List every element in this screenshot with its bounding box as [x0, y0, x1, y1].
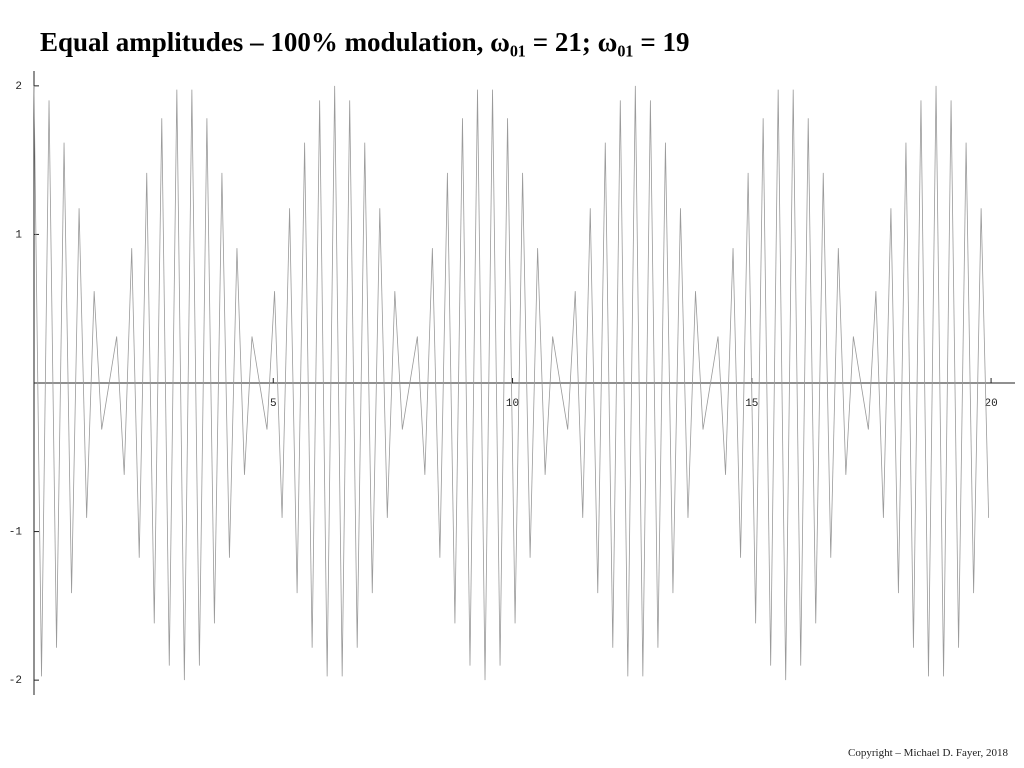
- x-tick-label: 20: [984, 398, 997, 410]
- copyright: Copyright – Michael D. Fayer, 2018: [848, 747, 1008, 759]
- y-tick-label: 1: [15, 229, 22, 241]
- y-tick-label: -1: [9, 526, 23, 538]
- x-tick-label: 5: [270, 398, 277, 410]
- chart-title: Equal amplitudes – 100% modulation, ω₀₁ …: [40, 27, 689, 57]
- signal-line: [33, 85, 990, 681]
- x-tick-label: 10: [506, 398, 519, 410]
- y-tick-label: 2: [15, 81, 22, 93]
- y-tick-label: -2: [9, 675, 22, 687]
